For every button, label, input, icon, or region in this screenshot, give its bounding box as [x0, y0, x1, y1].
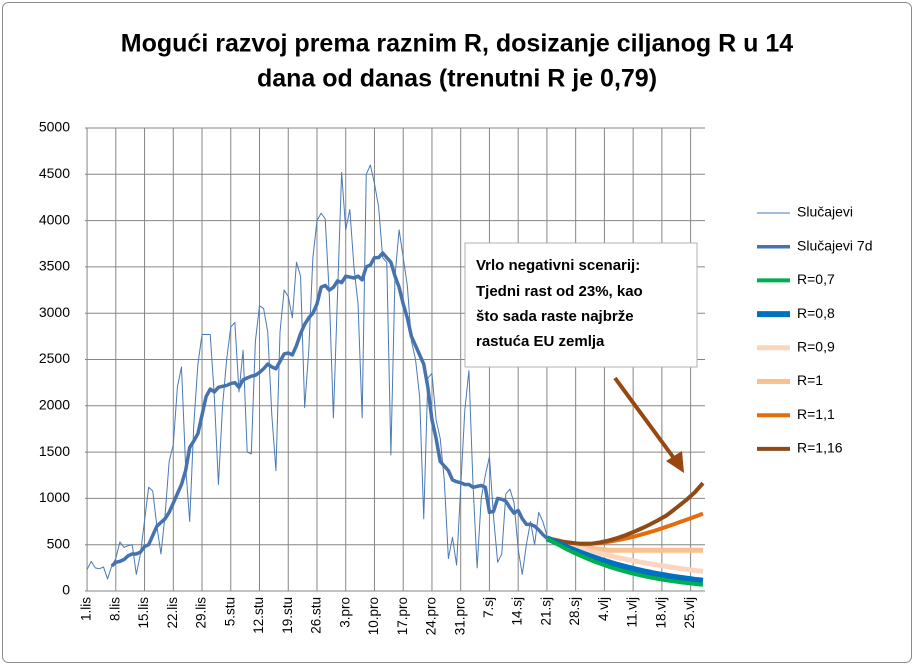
legend: Slučajevi Slučajevi 7d R=0,7 R=0,8 R=0,9 R=1 R…	[757, 204, 873, 456]
x-tick-label: 18.vlj	[653, 597, 668, 629]
legend-label: R=1,16	[797, 440, 843, 456]
legend-label: Slučajevi	[797, 204, 853, 220]
chart-title: Mogući razvoj prema raznim R, dosizanje …	[121, 30, 793, 58]
annotation: što sada raste najbrže	[476, 308, 634, 325]
arrow-head	[666, 451, 684, 473]
x-tick-label: 12.stu	[251, 597, 266, 634]
annotation: Tjedni rast od 23%, kao	[476, 283, 643, 300]
x-tick-label: 10.pro	[366, 597, 381, 635]
x-tick-label: 25.vlj	[682, 597, 697, 629]
x-tick-label: 15.lis	[136, 597, 151, 629]
x-tick-label: 26.stu	[309, 597, 324, 634]
legend-label: R=1	[797, 372, 823, 388]
y-tick-label: 4000	[39, 211, 70, 227]
y-tick-label: 500	[47, 535, 71, 551]
annotation: rastuća EU zemlja	[476, 333, 605, 350]
series-line	[546, 481, 705, 546]
arrow	[613, 376, 678, 463]
y-tick-label: 1000	[39, 489, 70, 505]
legend-label: R=0,9	[797, 339, 835, 355]
y-tick-label: 3500	[39, 258, 70, 274]
series-line	[545, 536, 704, 587]
x-tick-label: 22.lis	[165, 597, 180, 629]
legend-label: R=1,1	[797, 406, 835, 422]
x-tick-label: 8.lis	[107, 597, 122, 621]
y-tick-label: 4500	[39, 165, 70, 181]
x-tick-label: 29.lis	[194, 597, 209, 629]
annotation-box	[464, 242, 698, 368]
y-tick-label: 0	[62, 582, 70, 598]
x-tick-label: 4.vlj	[596, 597, 611, 621]
x-tick-label: 19.stu	[280, 597, 295, 634]
series-line	[110, 251, 549, 568]
y-tick-label: 5000	[39, 119, 70, 135]
x-tick-label: 14.sj	[510, 597, 525, 626]
y-tick-label: 2500	[39, 350, 70, 366]
chart-title: dana od danas (trenutni R je 0,79)	[257, 65, 657, 93]
legend-label: R=0,8	[797, 305, 835, 321]
y-tick-label: 2000	[39, 397, 70, 413]
x-tick-label: 1.lis	[79, 597, 94, 621]
series-line	[545, 535, 704, 584]
y-tick-label: 3000	[39, 304, 70, 320]
annotation: Vrlo negativni scenarij:	[476, 257, 640, 274]
x-tick-label: 31.pro	[452, 597, 467, 635]
x-tick-label: 21.sj	[538, 597, 553, 626]
series-line	[86, 164, 548, 580]
y-tick-label: 1500	[39, 443, 70, 459]
x-tick-label: 5.stu	[222, 597, 237, 626]
x-tick-label: 7.sj	[481, 597, 496, 618]
x-tick-label: 11.vlj	[625, 597, 640, 628]
x-tick-label: 28.sj	[567, 597, 582, 626]
x-tick-label: 17.pro	[395, 597, 410, 635]
x-tick-label: 3.pro	[337, 597, 352, 628]
plot	[86, 164, 705, 587]
legend-label: R=0,7	[797, 271, 835, 287]
legend-label: Slučajevi 7d	[797, 237, 873, 253]
x-tick-label: 24.pro	[424, 597, 439, 635]
